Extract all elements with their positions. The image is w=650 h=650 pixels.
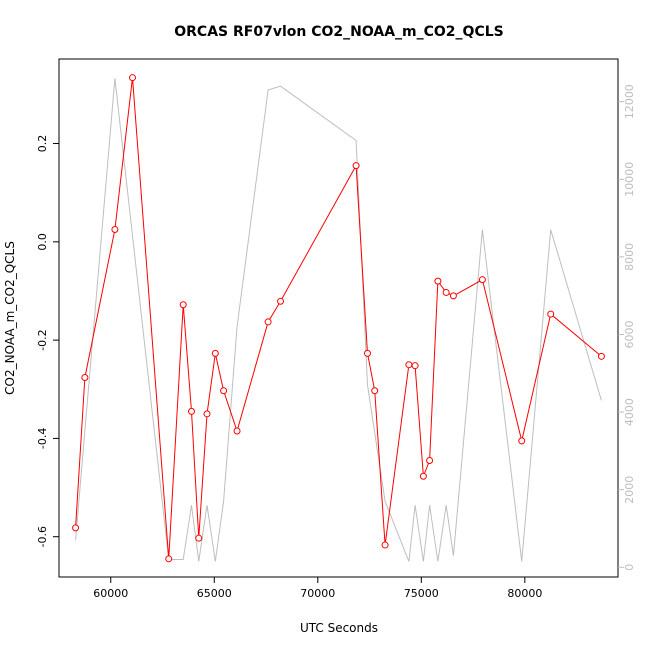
data-point xyxy=(233,427,241,435)
y-axis-left: -0.6 -0.4 -0.2 0.0 0.2 xyxy=(36,135,59,547)
data-point xyxy=(547,310,555,318)
altitude-series xyxy=(75,78,602,562)
data-point xyxy=(381,541,389,549)
data-point xyxy=(426,457,434,465)
data-point xyxy=(434,277,442,285)
data-point xyxy=(478,276,486,284)
plot-frame xyxy=(58,58,619,578)
y2-tick-label: 8000 xyxy=(623,243,636,271)
data-point xyxy=(597,352,605,360)
data-point xyxy=(363,349,371,357)
y-tick-label: 0.0 xyxy=(36,233,49,251)
y2-tick-label: 10000 xyxy=(623,162,636,197)
y2-tick-label: 12000 xyxy=(623,84,636,119)
altitude-line xyxy=(75,78,602,562)
data-point xyxy=(179,301,187,309)
y-axis-label: CO2_NOAA_m_CO2_QCLS xyxy=(3,241,17,395)
x-axis-label: UTC Seconds xyxy=(300,621,378,635)
chart-title: ORCAS RF07vlon CO2_NOAA_m_CO2_QCLS xyxy=(174,24,503,40)
x-tick-label: 65000 xyxy=(197,587,232,600)
y-tick-label: -0.6 xyxy=(36,526,49,547)
co2-difference-line xyxy=(75,77,602,559)
data-point xyxy=(81,373,89,381)
y-tick-label: -0.4 xyxy=(36,428,49,449)
x-tick-label: 75000 xyxy=(404,587,439,600)
y2-tick-label: 0 xyxy=(623,564,636,571)
y-tick-label: -0.2 xyxy=(36,329,49,350)
data-point xyxy=(195,534,203,542)
data-point xyxy=(188,407,196,415)
data-point xyxy=(72,524,80,532)
data-point xyxy=(419,472,427,480)
x-tick-label: 80000 xyxy=(507,587,542,600)
y2-tick-label: 6000 xyxy=(623,320,636,348)
data-point xyxy=(128,74,136,82)
data-point xyxy=(220,387,228,395)
data-point xyxy=(449,292,457,300)
data-point xyxy=(264,318,272,326)
data-point xyxy=(111,226,119,234)
x-tick-label: 70000 xyxy=(300,587,335,600)
y2-tick-label: 4000 xyxy=(623,398,636,426)
data-point xyxy=(211,349,219,357)
data-point xyxy=(518,437,526,445)
data-point xyxy=(277,297,285,305)
data-point xyxy=(442,288,450,296)
data-point xyxy=(352,162,360,170)
data-point xyxy=(203,410,211,418)
data-point xyxy=(371,387,379,395)
co2-difference-series xyxy=(72,74,605,563)
x-tick-label: 60000 xyxy=(93,587,128,600)
y-axis-right: 0 2000 4000 6000 8000 10000 12000 xyxy=(618,84,636,571)
y-tick-label: 0.2 xyxy=(36,135,49,153)
data-point xyxy=(165,555,173,563)
data-point xyxy=(405,361,413,369)
y2-tick-label: 2000 xyxy=(623,476,636,504)
x-axis: 60000 65000 70000 75000 80000 xyxy=(93,577,542,600)
data-point xyxy=(411,362,419,370)
